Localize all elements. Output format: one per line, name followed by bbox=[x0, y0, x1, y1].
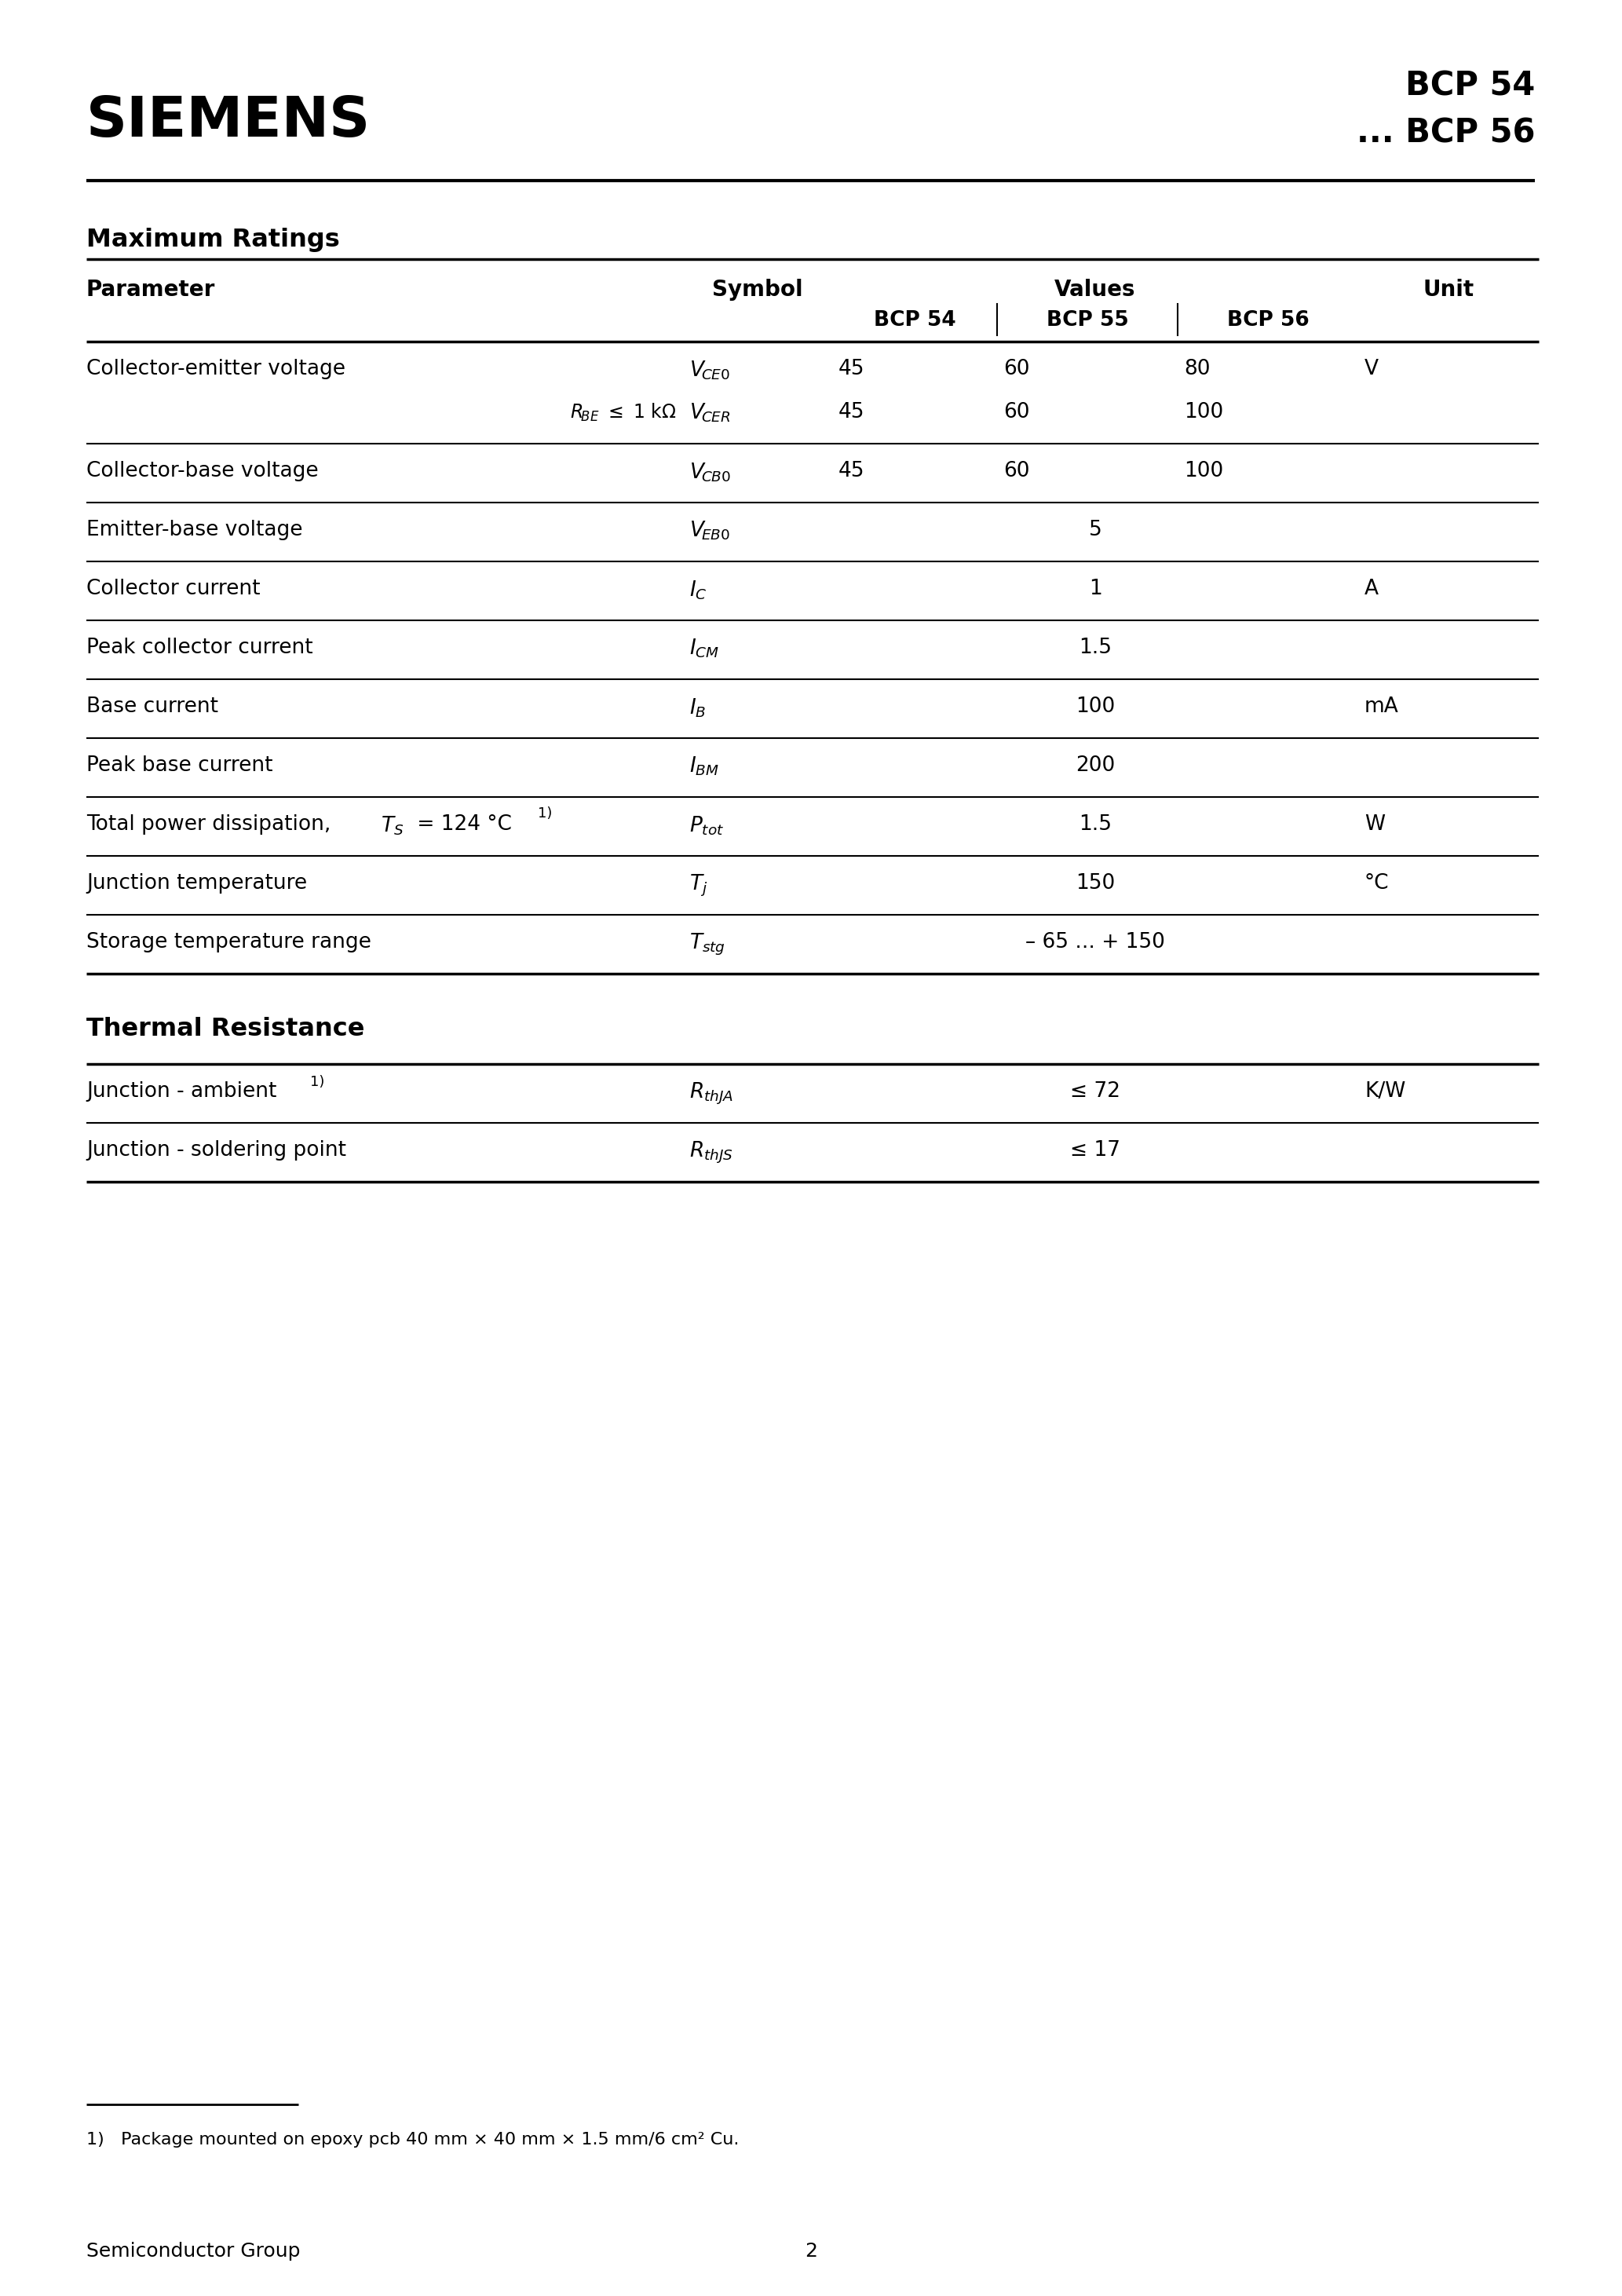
Text: ≤ 17: ≤ 17 bbox=[1071, 1141, 1121, 1159]
Text: 45: 45 bbox=[839, 461, 865, 482]
Text: 100: 100 bbox=[1075, 696, 1114, 716]
Text: Junction - soldering point: Junction - soldering point bbox=[86, 1141, 345, 1159]
Text: 5: 5 bbox=[1088, 519, 1101, 540]
Text: Values: Values bbox=[1054, 278, 1135, 301]
Text: $V_{\!\mathit{CE0}}$: $V_{\!\mathit{CE0}}$ bbox=[689, 358, 730, 381]
Text: 1.5: 1.5 bbox=[1079, 638, 1111, 659]
Text: ... BCP 56: ... BCP 56 bbox=[1356, 117, 1534, 149]
Text: BCP 56: BCP 56 bbox=[1226, 310, 1309, 331]
Text: Thermal Resistance: Thermal Resistance bbox=[86, 1017, 365, 1040]
Text: 1): 1) bbox=[310, 1075, 324, 1088]
Text: BCP 54: BCP 54 bbox=[874, 310, 955, 331]
Text: 45: 45 bbox=[839, 402, 865, 422]
Text: Collector current: Collector current bbox=[86, 579, 260, 599]
Text: mA: mA bbox=[1364, 696, 1398, 716]
Text: $R_{\!BE}$ $\leq$ 1 k$\Omega$: $R_{\!BE}$ $\leq$ 1 k$\Omega$ bbox=[571, 402, 676, 422]
Text: 2: 2 bbox=[805, 2241, 817, 2262]
Text: = 124 °C: = 124 °C bbox=[410, 815, 513, 836]
Text: $I_{BM}$: $I_{BM}$ bbox=[689, 755, 719, 778]
Text: K/W: K/W bbox=[1364, 1081, 1406, 1102]
Text: $T_S$: $T_S$ bbox=[381, 815, 404, 836]
Text: BCP 55: BCP 55 bbox=[1046, 310, 1129, 331]
Text: $V_{\!\mathit{CER}}$: $V_{\!\mathit{CER}}$ bbox=[689, 402, 730, 425]
Text: 150: 150 bbox=[1075, 872, 1114, 893]
Text: ≤ 72: ≤ 72 bbox=[1071, 1081, 1121, 1102]
Text: SIEMENS: SIEMENS bbox=[86, 94, 371, 149]
Text: – 65 ... + 150: – 65 ... + 150 bbox=[1025, 932, 1165, 953]
Text: Unit: Unit bbox=[1422, 278, 1474, 301]
Text: 1.5: 1.5 bbox=[1079, 815, 1111, 836]
Text: Peak collector current: Peak collector current bbox=[86, 638, 313, 659]
Text: $I_{CM}$: $I_{CM}$ bbox=[689, 638, 719, 659]
Text: 200: 200 bbox=[1075, 755, 1114, 776]
Text: 80: 80 bbox=[1184, 358, 1210, 379]
Text: 45: 45 bbox=[839, 358, 865, 379]
Text: 100: 100 bbox=[1184, 461, 1223, 482]
Text: Parameter: Parameter bbox=[86, 278, 216, 301]
Text: Junction - ambient: Junction - ambient bbox=[86, 1081, 277, 1102]
Text: Collector-base voltage: Collector-base voltage bbox=[86, 461, 318, 482]
Text: V: V bbox=[1364, 358, 1379, 379]
Text: Semiconductor Group: Semiconductor Group bbox=[86, 2241, 300, 2262]
Text: Maximum Ratings: Maximum Ratings bbox=[86, 227, 339, 253]
Text: A: A bbox=[1364, 579, 1379, 599]
Text: W: W bbox=[1364, 815, 1385, 836]
Text: Storage temperature range: Storage temperature range bbox=[86, 932, 371, 953]
Text: 60: 60 bbox=[1004, 402, 1030, 422]
Text: $R_{thJS}$: $R_{thJS}$ bbox=[689, 1141, 733, 1166]
Text: Total power dissipation,: Total power dissipation, bbox=[86, 815, 337, 836]
Text: Base current: Base current bbox=[86, 696, 219, 716]
Text: Emitter-base voltage: Emitter-base voltage bbox=[86, 519, 303, 540]
Text: 60: 60 bbox=[1004, 358, 1030, 379]
Text: $R_{thJA}$: $R_{thJA}$ bbox=[689, 1081, 733, 1107]
Text: Junction temperature: Junction temperature bbox=[86, 872, 307, 893]
Text: $T_{stg}$: $T_{stg}$ bbox=[689, 932, 725, 957]
Text: 1: 1 bbox=[1088, 579, 1101, 599]
Text: Peak base current: Peak base current bbox=[86, 755, 272, 776]
Text: 1): 1) bbox=[539, 806, 551, 820]
Text: 100: 100 bbox=[1184, 402, 1223, 422]
Text: 60: 60 bbox=[1004, 461, 1030, 482]
Text: 1)   Package mounted on epoxy pcb 40 mm × 40 mm × 1.5 mm/6 cm² Cu.: 1) Package mounted on epoxy pcb 40 mm × … bbox=[86, 2133, 740, 2147]
Text: $I_B$: $I_B$ bbox=[689, 696, 706, 719]
Text: $P_{tot}$: $P_{tot}$ bbox=[689, 815, 723, 836]
Text: Collector-emitter voltage: Collector-emitter voltage bbox=[86, 358, 345, 379]
Text: $V_{\!\mathit{CB0}}$: $V_{\!\mathit{CB0}}$ bbox=[689, 461, 732, 482]
Text: $V_{\!\mathit{EB0}}$: $V_{\!\mathit{EB0}}$ bbox=[689, 519, 730, 542]
Text: °C: °C bbox=[1364, 872, 1388, 893]
Text: $T_j$: $T_j$ bbox=[689, 872, 707, 898]
Text: Symbol: Symbol bbox=[712, 278, 803, 301]
Text: $I_C$: $I_C$ bbox=[689, 579, 707, 602]
Text: BCP 54: BCP 54 bbox=[1405, 69, 1534, 101]
